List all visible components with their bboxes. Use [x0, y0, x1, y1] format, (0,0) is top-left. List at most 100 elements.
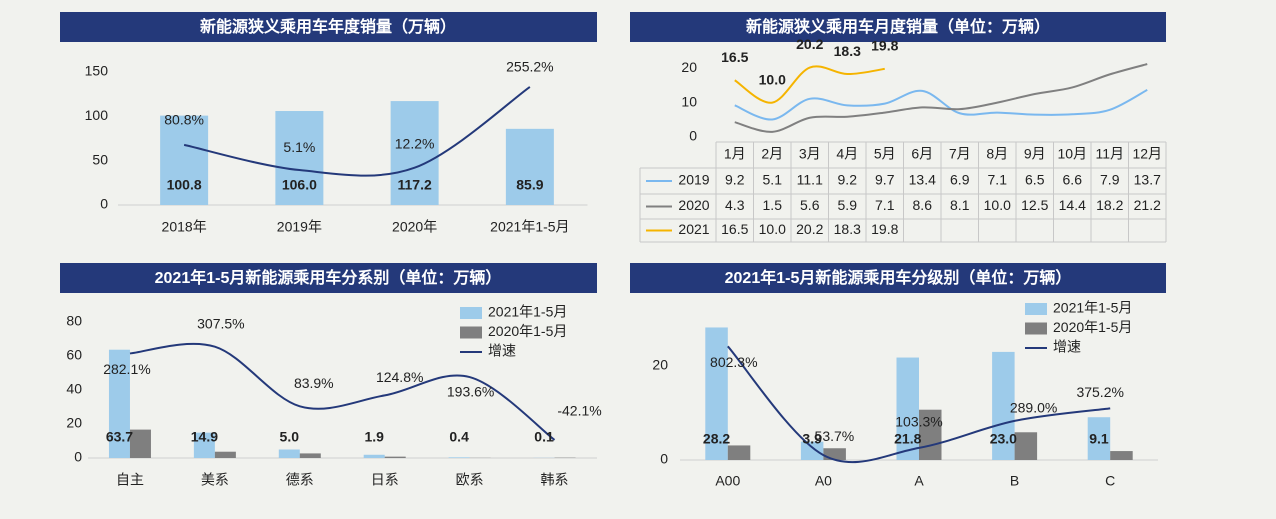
y-tick-label: 20 [66, 415, 82, 431]
data-label: 193.6% [447, 384, 494, 400]
bar [384, 456, 406, 458]
bar [992, 351, 1015, 460]
y-tick-label: 0 [689, 128, 697, 144]
table-cell: 7.9 [1100, 172, 1120, 188]
x-tick-label: 2020年 [392, 219, 437, 235]
x-tick-label: 1月 [724, 146, 746, 162]
table-cell: 11.1 [797, 172, 823, 188]
data-label: 307.5% [197, 315, 244, 331]
table-cell: 9.2 [838, 172, 858, 188]
y-tick-label: 0 [100, 196, 108, 212]
bar [896, 357, 919, 460]
x-tick-label: 5月 [874, 146, 896, 162]
table-cell: 5.6 [800, 197, 820, 213]
data-label: 103.3% [895, 414, 942, 430]
table-cell: 18.2 [1096, 197, 1123, 213]
x-tick-label: 10月 [1057, 146, 1087, 162]
y-tick-label: 0 [74, 449, 82, 465]
chart-title: 新能源狭义乘用车月度销量（单位：万辆） [746, 17, 1050, 36]
data-label: 0.1 [534, 429, 554, 445]
data-label: 63.7 [106, 429, 133, 445]
legend-key [460, 307, 482, 319]
x-tick-label: 8月 [986, 146, 1008, 162]
legend-label: 2021年1-5月 [1053, 300, 1132, 316]
table-cell: 5.9 [838, 197, 858, 213]
bar [129, 429, 151, 458]
table-cell: 8.1 [950, 197, 970, 213]
data-label: 0.4 [449, 429, 469, 445]
y-tick-label: 20 [681, 59, 697, 75]
x-tick-label: 9月 [1024, 146, 1046, 162]
table-cell: 1.5 [763, 197, 783, 213]
legend-label: 2020年1-5月 [1053, 319, 1132, 335]
bar [705, 327, 728, 460]
table-cell: 18.3 [834, 221, 861, 237]
data-label: 85.9 [516, 177, 543, 193]
series-line [734, 63, 1148, 133]
bar [214, 451, 236, 458]
data-label: 19.8 [871, 38, 898, 54]
growth-line [183, 86, 531, 177]
x-tick-label: 12月 [1132, 146, 1162, 162]
data-label: 10.0 [759, 71, 786, 87]
data-label: 83.9% [294, 375, 334, 391]
x-tick-label: 欧系 [456, 472, 484, 488]
growth-line [129, 342, 556, 441]
table-cell: 10.0 [759, 221, 786, 237]
data-label: 1.9 [364, 429, 384, 445]
data-label: 9.1 [1089, 431, 1109, 447]
chart-title: 2021年1-5月新能源乘用车分级别（单位：万辆） [725, 268, 1072, 287]
data-label: 100.8 [167, 177, 202, 193]
y-tick-label: 80 [66, 313, 82, 329]
data-label: 23.0 [990, 431, 1017, 447]
title-bar [60, 263, 597, 293]
x-tick-label: 3月 [799, 146, 821, 162]
data-label: 28.2 [703, 431, 730, 447]
bar [823, 448, 846, 460]
legend-label: 2020 [678, 197, 709, 213]
x-tick-label: 韩系 [541, 472, 569, 488]
data-label: 5.1% [283, 139, 315, 155]
series-line [734, 88, 1148, 121]
bar [727, 445, 751, 460]
data-label: 117.2 [397, 177, 431, 193]
data-label: 21.8 [894, 431, 921, 447]
x-tick-label: 2019年 [277, 219, 322, 235]
data-label: 12.2% [395, 135, 435, 151]
x-tick-label: B [1010, 473, 1019, 489]
table-cell: 5.1 [763, 172, 783, 188]
growth-line [727, 345, 1111, 464]
table-cell: 7.1 [875, 197, 895, 213]
chart-title: 新能源狭义乘用车年度销量（万辆） [200, 17, 456, 36]
bar [1087, 417, 1111, 460]
y-tick-label: 40 [66, 381, 82, 397]
legend-label: 2021年1-5月 [488, 304, 567, 320]
legend-key [1025, 303, 1047, 315]
x-tick-label: 6月 [911, 146, 933, 162]
data-label: 80.8% [164, 112, 204, 128]
data-label: 53.7% [815, 428, 855, 444]
table-cell: 6.5 [1025, 172, 1045, 188]
legend-key [460, 326, 482, 339]
data-label: 282.1% [103, 361, 150, 377]
table-cell: 14.4 [1059, 197, 1086, 213]
y-tick-label: 20 [652, 357, 668, 373]
legend-key [1025, 322, 1047, 335]
x-tick-label: C [1105, 473, 1115, 489]
bar [363, 454, 385, 458]
table-cell: 20.2 [796, 221, 823, 237]
y-tick-label: 10 [681, 93, 697, 109]
table-cell: 9.2 [725, 172, 745, 188]
x-tick-label: 2月 [761, 146, 783, 162]
data-label: 124.8% [376, 369, 423, 385]
y-tick-label: 0 [660, 451, 668, 467]
data-label: 18.3 [834, 43, 861, 59]
data-label: 375.2% [1076, 384, 1123, 400]
bar [505, 128, 554, 205]
data-label: 3.9 [802, 431, 822, 447]
y-tick-label: 100 [85, 107, 109, 123]
bar [160, 115, 209, 205]
x-tick-label: 2018年 [162, 219, 207, 235]
